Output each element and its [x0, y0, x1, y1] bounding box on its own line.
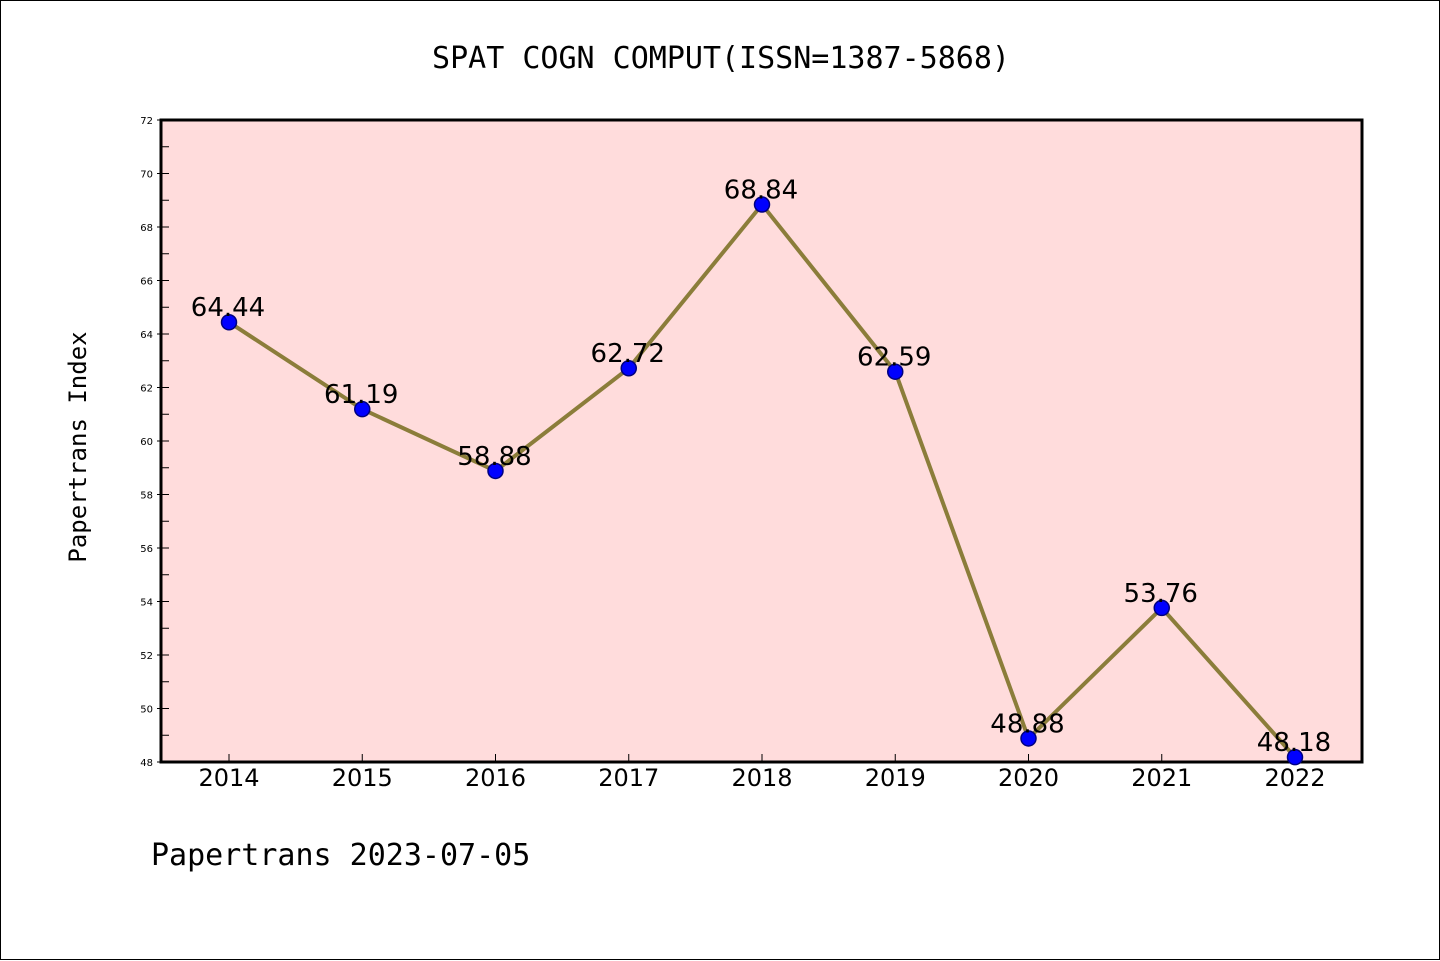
data-point [1153, 599, 1170, 617]
data-label: 64.44 [191, 293, 265, 323]
footer-watermark: Papertrans 2023-07-05 [151, 838, 530, 873]
y-tick-label: 58 [140, 491, 153, 502]
data-label: 58.88 [457, 442, 531, 472]
y-tick-label: 60 [140, 437, 153, 448]
series-layer [220, 196, 1304, 766]
data-point [1286, 748, 1304, 766]
data-point [1020, 730, 1037, 747]
y-tick-label: 48 [140, 758, 153, 769]
data-label: 68.84 [724, 176, 798, 206]
data-point [220, 313, 238, 331]
y-tick-label: 72 [140, 116, 153, 127]
y-tick-label: 62 [140, 384, 153, 395]
y-tick-label: 64 [140, 330, 153, 341]
data-label: 62.72 [591, 339, 665, 369]
y-axis-label: Papertrans Index [64, 331, 92, 562]
data-label: 62.59 [857, 343, 931, 373]
x-tick-label: 2014 [198, 764, 259, 792]
x-tick-label: 2017 [598, 764, 659, 792]
x-tick-label: 2015 [332, 764, 393, 792]
x-tick-label: 2021 [1131, 764, 1192, 792]
data-label: 48.88 [990, 709, 1064, 739]
y-tick-label: 56 [140, 544, 153, 555]
y-tick-label: 50 [140, 705, 153, 716]
data-point [620, 359, 637, 377]
data-point [753, 196, 771, 213]
data-label: 61.19 [324, 380, 398, 410]
plot-border [159, 118, 1364, 764]
data-labels: 64.44 61.19 58.88 62.72 68.84 62.59 48.88 53.76… [191, 176, 1331, 759]
chart-title: SPAT COGN COMPUT(ISSN=1387-5868) [432, 41, 1010, 76]
x-tick-label: 2020 [998, 764, 1059, 792]
x-tick-label: 2022 [1264, 764, 1325, 792]
x-tick-label: 2016 [465, 764, 526, 792]
x-tick-label: 2018 [731, 764, 792, 792]
data-label: 53.76 [1124, 579, 1198, 609]
y-tick-label: 68 [140, 223, 153, 234]
data-point [354, 400, 371, 418]
y-tick-label: 66 [140, 277, 153, 288]
y-tick-label: 54 [140, 598, 153, 609]
axes: 48 50 52 54 56 58 60 62 64 66 68 70 72 2014 2015 2016 20… [140, 116, 1364, 792]
data-point [887, 363, 904, 380]
y-tick-label: 52 [140, 651, 153, 662]
y-tick-label: 70 [140, 170, 153, 181]
x-tick-label: 2019 [865, 764, 926, 792]
data-label: 48.18 [1257, 728, 1331, 758]
data-point [487, 462, 504, 480]
plot-area [161, 120, 1362, 762]
